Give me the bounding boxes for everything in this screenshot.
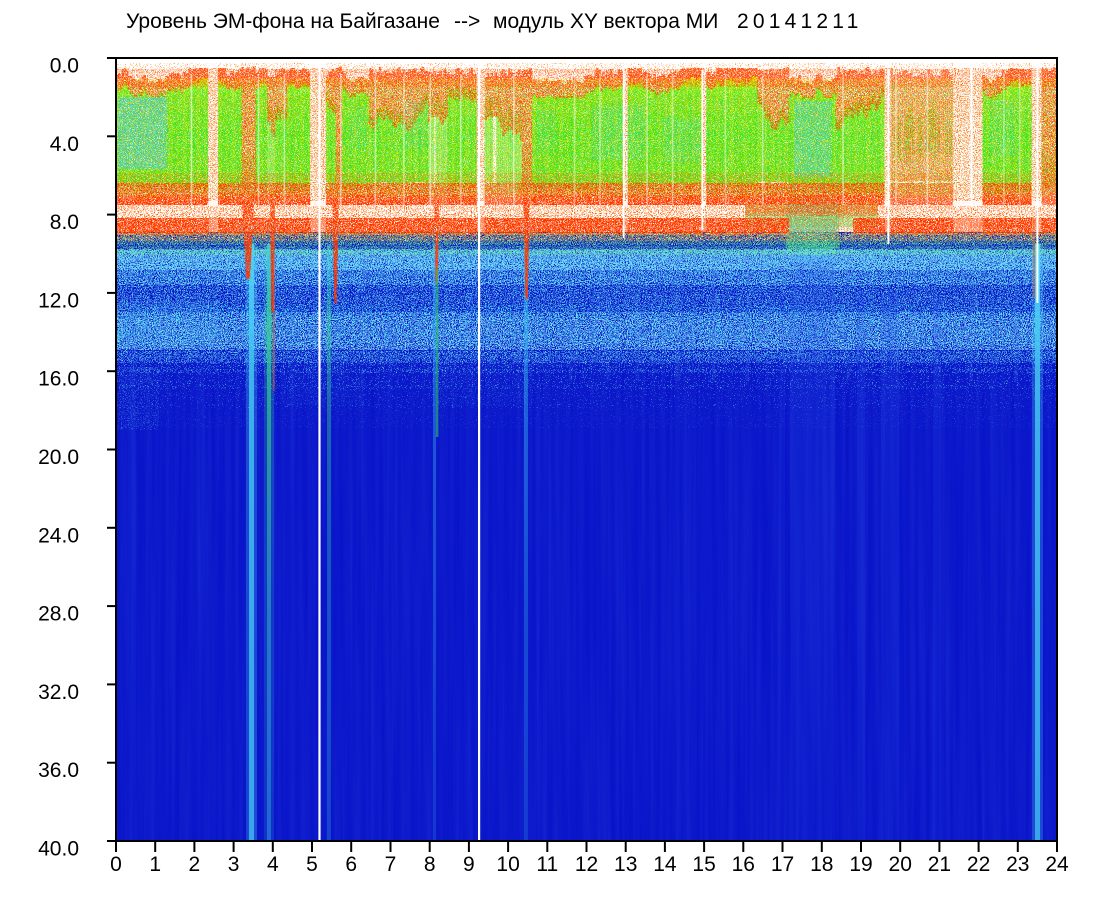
svg-text:20.0: 20.0: [38, 446, 79, 469]
svg-text:2: 2: [189, 853, 201, 876]
svg-text:20141211: 20141211: [737, 10, 862, 33]
svg-text:24: 24: [1045, 853, 1069, 876]
svg-text:19: 19: [849, 853, 872, 876]
svg-text:32.0: 32.0: [38, 681, 79, 704]
svg-text:10: 10: [496, 853, 519, 876]
svg-text:21: 21: [928, 853, 951, 876]
svg-text:0.0: 0.0: [50, 55, 79, 78]
svg-text:-->: -->: [454, 10, 480, 33]
svg-text:14: 14: [653, 853, 677, 876]
svg-text:модуль XY вектора МИ: модуль XY вектора МИ: [493, 10, 718, 33]
svg-text:4.0: 4.0: [50, 133, 79, 156]
svg-text:16: 16: [732, 853, 755, 876]
svg-text:8.0: 8.0: [50, 211, 79, 234]
svg-text:23: 23: [1006, 853, 1029, 876]
svg-text:0: 0: [110, 853, 122, 876]
svg-text:1: 1: [149, 853, 161, 876]
svg-text:40.0: 40.0: [38, 838, 79, 861]
svg-text:5: 5: [306, 853, 318, 876]
svg-text:18: 18: [810, 853, 833, 876]
svg-text:12.0: 12.0: [38, 289, 79, 312]
svg-text:6: 6: [345, 853, 357, 876]
svg-text:4: 4: [267, 853, 279, 876]
svg-text:28.0: 28.0: [38, 603, 79, 626]
svg-text:15: 15: [692, 853, 715, 876]
svg-text:9: 9: [463, 853, 475, 876]
svg-text:17: 17: [771, 853, 794, 876]
svg-text:24.0: 24.0: [38, 524, 79, 547]
svg-text:11: 11: [536, 853, 558, 876]
svg-text:Уровень ЭМ-фона на Байгазане: Уровень ЭМ-фона на Байгазане: [126, 10, 440, 33]
svg-text:16.0: 16.0: [38, 368, 79, 391]
svg-text:22: 22: [967, 853, 990, 876]
svg-text:12: 12: [575, 853, 598, 876]
svg-text:3: 3: [228, 853, 240, 876]
svg-text:8: 8: [424, 853, 436, 876]
svg-text:36.0: 36.0: [38, 759, 79, 782]
svg-text:20: 20: [889, 853, 912, 876]
svg-text:13: 13: [614, 853, 637, 876]
svg-text:7: 7: [385, 853, 397, 876]
